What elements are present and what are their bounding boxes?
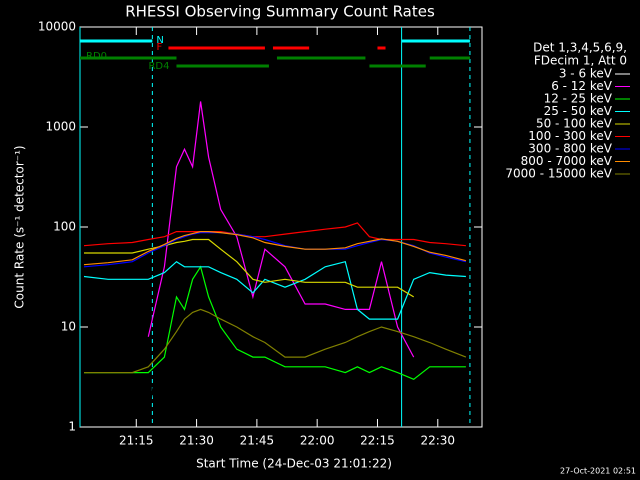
x-tick-label: 21:30 xyxy=(179,434,214,448)
legend-label: 6 - 12 keV xyxy=(551,79,613,93)
series-line xyxy=(83,231,467,266)
legend-label: 50 - 100 keV xyxy=(536,117,613,131)
legend-label: 3 - 6 keV xyxy=(559,67,613,81)
series-line xyxy=(84,308,467,374)
x-axis-label: Start Time (24-Dec-03 21:01:22) xyxy=(196,457,392,471)
legend-label: 7000 - 15000 keV xyxy=(505,167,612,181)
legend-label: 800 - 7000 keV xyxy=(521,154,613,168)
flag-label: RD4 xyxy=(148,61,169,72)
series-line xyxy=(147,136,399,420)
series-line xyxy=(84,238,415,298)
legend-header: Det 1,3,4,5,6,9, xyxy=(533,41,627,55)
x-tick-label: 22:00 xyxy=(300,434,335,448)
series-line xyxy=(83,260,466,320)
y-tick-label: 1000 xyxy=(45,120,76,134)
series-line xyxy=(83,232,467,268)
x-tick-label: 21:15 xyxy=(119,434,154,448)
y-tick-label: 1 xyxy=(68,420,76,434)
flag-label: N xyxy=(156,35,163,46)
x-tick-label: 22:15 xyxy=(360,434,395,448)
chart-title: RHESSI Observing Summary Count Rates xyxy=(125,3,435,21)
y-tick-label: 100 xyxy=(53,220,76,234)
y-tick-label: 10 xyxy=(61,320,76,334)
y-axis-label: Count Rate (s⁻¹ detector⁻¹) xyxy=(13,145,27,308)
x-tick-label: 21:45 xyxy=(240,434,275,448)
series-line xyxy=(83,222,466,247)
legend-label: 100 - 300 keV xyxy=(528,129,612,143)
legend-label: 300 - 800 keV xyxy=(528,142,612,156)
plot-frame xyxy=(79,26,483,428)
footer: 27-Oct-2021 02:51 xyxy=(560,467,636,476)
series-line xyxy=(147,101,415,358)
flag-label: RD0 xyxy=(86,51,107,62)
y-tick-label: 10000 xyxy=(38,20,76,34)
x-tick-label: 22:30 xyxy=(420,434,455,448)
legend-label: 12 - 25 keV xyxy=(544,92,613,106)
legend-label: 25 - 50 keV xyxy=(544,104,613,118)
flag-label: F xyxy=(156,42,162,53)
legend-header: FDecim 1, Att 0 xyxy=(534,54,627,68)
